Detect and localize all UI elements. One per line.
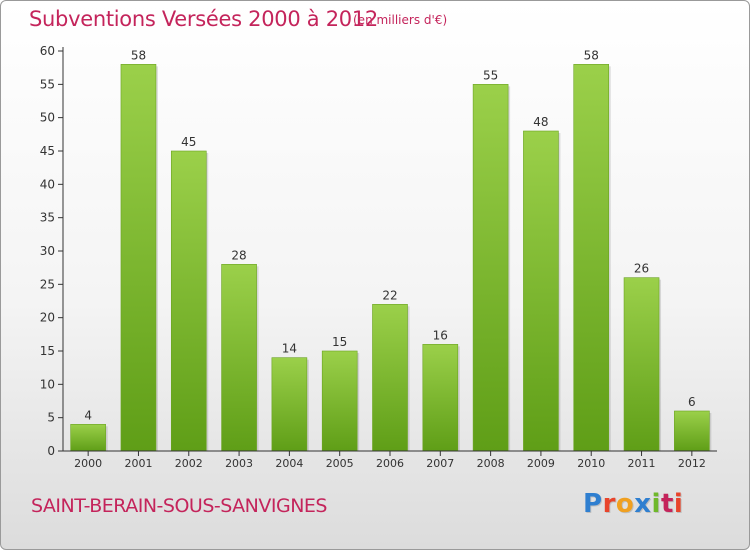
bar — [271, 357, 308, 452]
bar-value-label: 15 — [332, 335, 347, 349]
y-tick-label: 60 — [40, 44, 55, 58]
bar-value-label: 16 — [433, 328, 448, 342]
chart-unit-label: (en milliers d'€) — [353, 13, 448, 27]
x-tick-label: 2008 — [477, 457, 505, 470]
y-tick-label: 25 — [40, 277, 55, 291]
y-tick-label: 15 — [40, 344, 55, 358]
x-tick-label: 2011 — [628, 457, 656, 470]
x-tick-label: 2001 — [124, 457, 152, 470]
bar-value-label: 6 — [688, 395, 696, 409]
bar — [674, 410, 710, 452]
y-tick-label: 55 — [40, 77, 55, 91]
x-tick-label: 2000 — [74, 457, 102, 470]
bar-value-label: 14 — [282, 342, 297, 356]
bar-value-label: 4 — [84, 408, 92, 422]
x-tick-label: 2007 — [426, 457, 454, 470]
bar — [372, 304, 408, 452]
bar-value-label: 26 — [634, 262, 649, 276]
logo-letter: r — [602, 489, 616, 519]
y-tick-label: 0 — [47, 444, 55, 458]
bar — [170, 150, 207, 452]
bar — [221, 264, 257, 452]
bar — [120, 64, 157, 452]
bars: 4 58 45 28 14 15 22 16 55 48 58 26 6 — [70, 48, 712, 452]
y-axis: 0 5 10 15 20 25 30 35 40 45 50 55 60 — [40, 44, 64, 458]
bar-value-label: 58 — [131, 48, 146, 62]
x-tick-label: 2012 — [678, 457, 706, 470]
proxiti-logo: Proxiti — [583, 489, 683, 519]
bar — [422, 344, 459, 452]
y-tick-label: 5 — [47, 411, 55, 425]
bar — [472, 84, 509, 452]
x-tick-label: 2002 — [175, 457, 203, 470]
y-tick-label: 40 — [40, 177, 55, 191]
logo-letter: P — [583, 489, 603, 519]
bar — [70, 424, 106, 452]
x-tick-label: 2009 — [527, 457, 555, 470]
bar-value-label: 45 — [181, 135, 196, 149]
bar — [321, 350, 358, 452]
logo-letter: t — [660, 489, 674, 519]
commune-name: SAINT-BERAIN-SOUS-SANVIGNES — [31, 495, 327, 517]
x-tick-label: 2003 — [225, 457, 253, 470]
x-tick-label: 2010 — [577, 457, 605, 470]
bar-value-label: 28 — [231, 248, 246, 262]
bar — [523, 130, 559, 452]
bar — [573, 64, 610, 452]
y-tick-label: 35 — [40, 211, 55, 225]
chart-title: Subventions Versées 2000 à 2012 — [29, 7, 378, 31]
bar — [623, 277, 660, 452]
y-tick-label: 10 — [40, 377, 55, 391]
bar-value-label: 58 — [584, 48, 599, 62]
logo-letter: i — [651, 489, 661, 519]
y-tick-label: 45 — [40, 144, 55, 158]
x-axis: 2000 2001 2002 2003 2004 2005 2006 2007 2008 2009… — [63, 450, 717, 470]
bar-value-label: 22 — [382, 288, 397, 302]
y-tick-label: 50 — [40, 111, 55, 125]
y-tick-label: 30 — [40, 244, 55, 258]
logo-letter: i — [673, 489, 684, 519]
logo-letter: o — [615, 489, 635, 519]
x-tick-label: 2004 — [275, 457, 303, 470]
logo-letter: x — [634, 489, 652, 519]
bar-value-label: 48 — [533, 115, 548, 129]
bar-value-label: 55 — [483, 68, 498, 82]
x-tick-label: 2005 — [326, 457, 354, 470]
y-tick-label: 20 — [40, 311, 55, 325]
x-tick-label: 2006 — [376, 457, 404, 470]
